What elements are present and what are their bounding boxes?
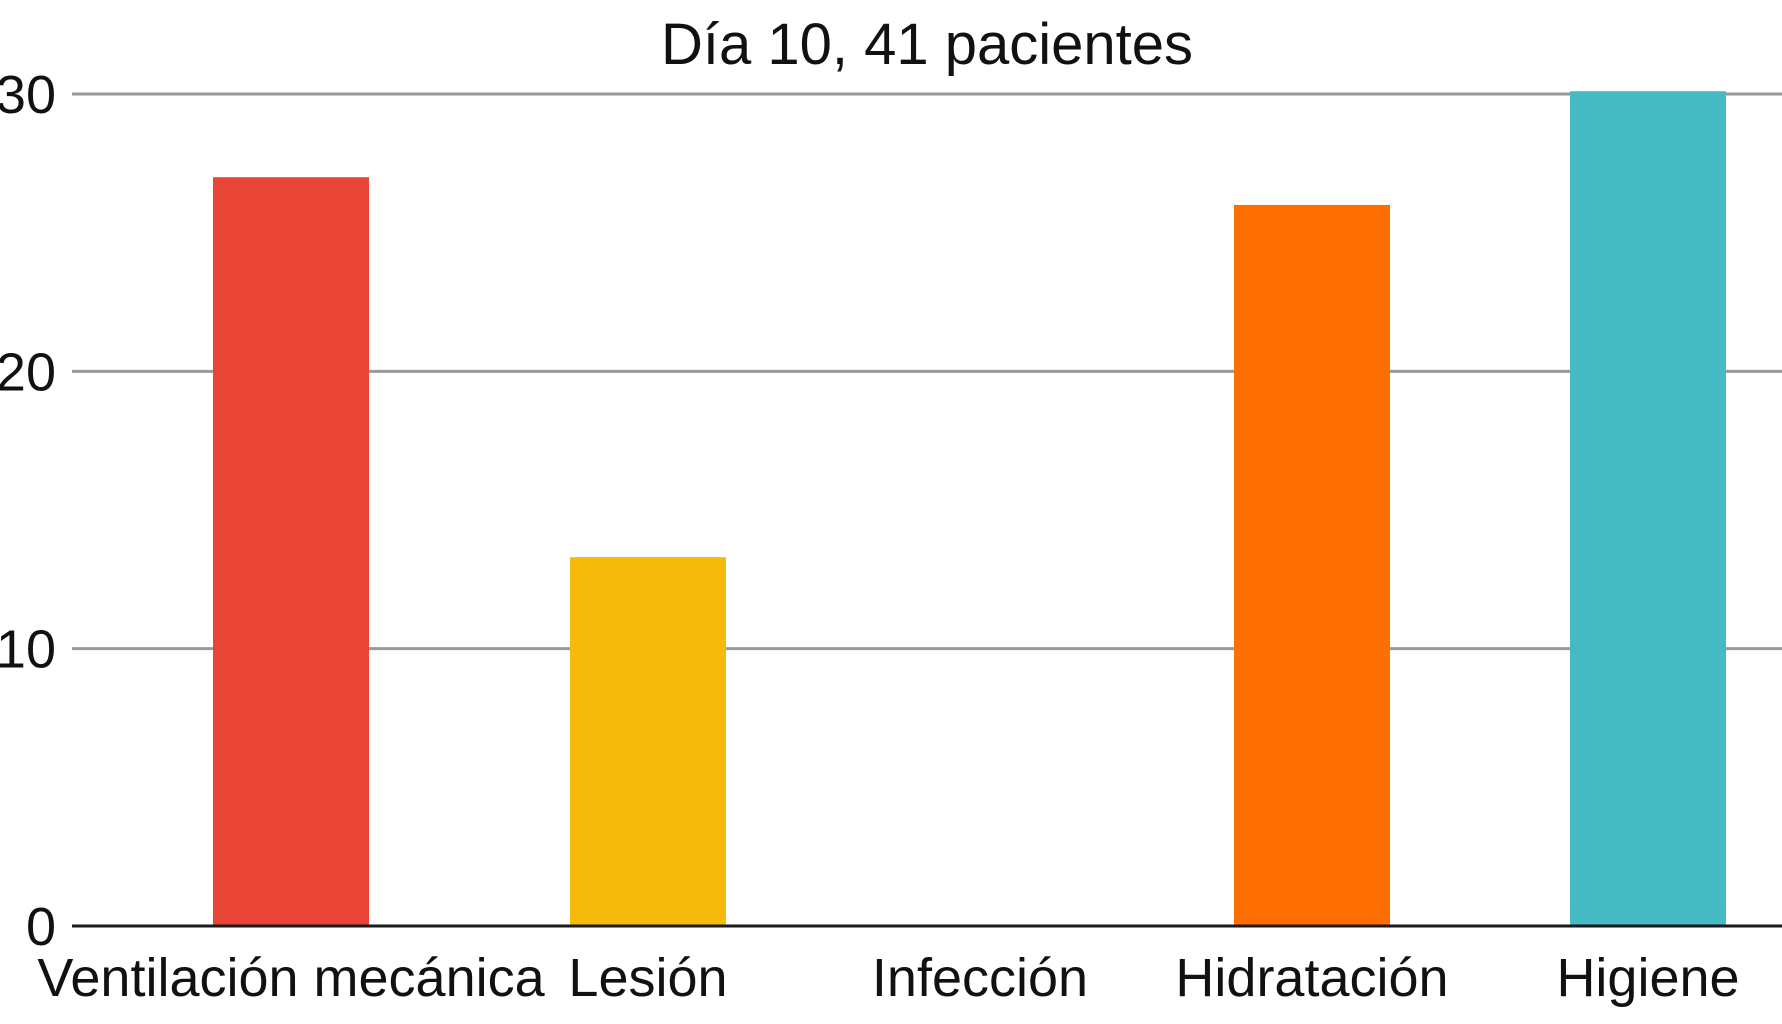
x-category-label: Hidratación: [1175, 948, 1448, 1008]
x-category-label: Infección: [872, 948, 1088, 1008]
y-tick-label: 10: [0, 620, 56, 680]
x-category-label: Ventilación mecánica: [37, 948, 545, 1008]
bar: [570, 557, 726, 926]
y-tick-label: 0: [26, 897, 56, 957]
bar: [213, 177, 369, 926]
y-tick-label: 20: [0, 342, 56, 402]
bars: [213, 91, 1726, 926]
y-axis-tick-labels: 0 10 20 30: [0, 65, 56, 957]
x-category-label: Lesión: [568, 948, 727, 1008]
x-category-label: Higiene: [1556, 948, 1739, 1008]
y-tick-label: 30: [0, 65, 56, 125]
chart-title: Día 10, 41 pacientes: [661, 12, 1193, 77]
bar: [1570, 91, 1726, 926]
bar: [1234, 204, 1390, 926]
x-axis-category-labels: Ventilación mecánica Lesión Infección Hidra…: [37, 948, 1739, 1008]
